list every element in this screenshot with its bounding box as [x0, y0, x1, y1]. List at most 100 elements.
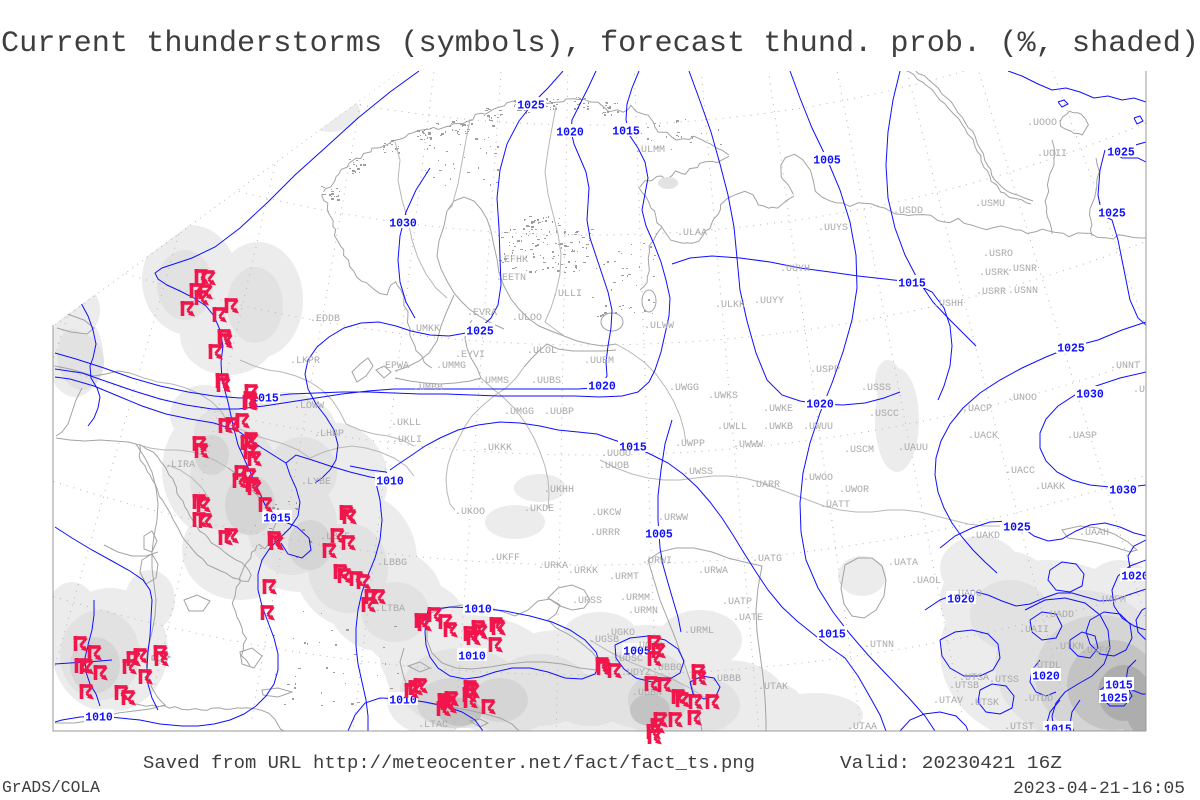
svg-text:.UKHH: .UKHH — [544, 485, 574, 496]
svg-text:.UWKB: .UWKB — [763, 422, 793, 433]
svg-text:.LBBG: .LBBG — [377, 558, 407, 569]
svg-text:1025: 1025 — [1107, 147, 1135, 160]
svg-text:.UATG: .UATG — [752, 554, 782, 565]
svg-text:.UTDL: .UTDL — [1031, 661, 1061, 672]
svg-text:GrADS/COLA: GrADS/COLA — [2, 778, 100, 797]
svg-text:.UAOL: .UAOL — [911, 576, 941, 587]
svg-text:.UACC: .UACC — [1005, 466, 1035, 477]
svg-text:.UWUU: .UWUU — [803, 422, 833, 433]
svg-text:.UTSK: .UTSK — [969, 698, 999, 709]
svg-text:1025: 1025 — [1098, 208, 1126, 221]
svg-text:.UUYS: .UUYS — [818, 223, 848, 234]
svg-text:1010: 1010 — [389, 695, 417, 708]
svg-text:1020: 1020 — [806, 399, 834, 412]
svg-text:.LBSF: .LBSF — [320, 532, 350, 543]
svg-text:.URML: .URML — [684, 626, 714, 637]
svg-text:.ULKK: .ULKK — [715, 300, 745, 311]
svg-text:.URKA: .URKA — [538, 561, 568, 572]
svg-text:.USMU: .USMU — [975, 199, 1005, 210]
svg-text:.EETN: .EETN — [496, 273, 526, 284]
svg-text:.ULOL: .ULOL — [527, 346, 557, 357]
svg-text:.UTAV: .UTAV — [933, 696, 963, 707]
svg-text:.UUEM: .UUEM — [584, 356, 614, 367]
svg-text:.UASP: .UASP — [1067, 431, 1097, 442]
svg-text:.URMN: .URMN — [628, 606, 658, 617]
svg-text:1020: 1020 — [1121, 571, 1149, 584]
svg-text:.UGSB: .UGSB — [589, 635, 619, 646]
svg-text:.UWOR: .UWOR — [839, 485, 869, 496]
svg-text:.LYBE: .LYBE — [301, 477, 331, 488]
svg-text:.ULWW: .ULWW — [644, 321, 674, 332]
svg-text:.UMMS: .UMMS — [479, 376, 509, 387]
svg-text:.UAKK: .UAKK — [1035, 482, 1065, 493]
svg-text:.UUBS: .UUBS — [531, 376, 561, 387]
svg-text:.UTSS: .UTSS — [989, 675, 1019, 686]
svg-text:.UTSB: .UTSB — [949, 681, 979, 692]
svg-text:2023-04-21-16:05: 2023-04-21-16:05 — [1013, 779, 1185, 799]
svg-text:.UKFF: .UKFF — [490, 553, 520, 564]
svg-text:.USPP: .USPP — [810, 365, 840, 376]
svg-text:.ULMM: .ULMM — [635, 145, 665, 156]
svg-text:.UWWW: .UWWW — [733, 440, 763, 451]
svg-text:.UWGG: .UWGG — [669, 383, 699, 394]
svg-text:1005: 1005 — [645, 529, 673, 542]
svg-text:.UUOO: .UUOO — [601, 449, 631, 460]
svg-text:Saved from URL http://meteocen: Saved from URL http://meteocenter.net/fa… — [143, 753, 755, 774]
svg-text:1010: 1010 — [85, 712, 113, 725]
svg-text:.UUYY: .UUYY — [754, 296, 784, 307]
svg-text:.UKCW: .UKCW — [591, 508, 621, 519]
svg-text:.UKKK: .UKKK — [482, 443, 512, 454]
svg-text:.UMBB: .UMBB — [413, 383, 443, 394]
svg-text:1025: 1025 — [466, 326, 494, 339]
svg-text:.UTAA: .UTAA — [847, 722, 877, 733]
svg-text:.UWOO: .UWOO — [803, 473, 833, 484]
svg-text:.EPWA: .EPWA — [379, 361, 409, 372]
svg-text:.LIRA: .LIRA — [165, 460, 195, 471]
svg-text:1025: 1025 — [1057, 343, 1085, 356]
svg-text:1015: 1015 — [818, 629, 846, 642]
svg-text:.UWKS: .UWKS — [708, 391, 738, 402]
svg-text:1015: 1015 — [263, 513, 291, 526]
svg-text:Current thunderstorms (symbols: Current thunderstorms (symbols), forecas… — [1, 26, 1199, 60]
svg-text:.EVRA: .EVRA — [467, 308, 497, 319]
svg-text:.LTBA: .LTBA — [375, 604, 405, 615]
svg-text:.USNR: .USNR — [1007, 264, 1037, 275]
svg-text:.UACK: .UACK — [968, 431, 998, 442]
svg-text:.USRK: .USRK — [979, 268, 1009, 279]
svg-text:1025: 1025 — [517, 100, 545, 113]
svg-text:.URKK: .URKK — [568, 566, 598, 577]
svg-text:.URWW: .URWW — [658, 513, 688, 524]
svg-text:.LKPR: .LKPR — [290, 356, 320, 367]
svg-text:.UTNN: .UTNN — [864, 640, 894, 651]
svg-text:1010: 1010 — [464, 604, 492, 617]
svg-text:1015: 1015 — [898, 278, 926, 291]
svg-text:1015: 1015 — [1105, 680, 1133, 693]
svg-text:.UAOO: .UAOO — [952, 589, 982, 600]
svg-text:1030: 1030 — [1076, 389, 1104, 402]
svg-text:.UDYZ: .UDYZ — [621, 668, 651, 679]
svg-text:1015: 1015 — [251, 393, 279, 406]
svg-text:.UKOO: .UKOO — [455, 507, 485, 518]
svg-text:.UAKD: .UAKD — [970, 531, 1000, 542]
svg-text:.UKLL: .UKLL — [391, 418, 421, 429]
svg-text:1020: 1020 — [556, 127, 584, 140]
svg-text:.URRR: .URRR — [590, 528, 620, 539]
svg-text:1020: 1020 — [1032, 671, 1060, 684]
svg-text:.URMT: .URMT — [609, 572, 639, 583]
svg-text:.LOWW: .LOWW — [294, 401, 324, 412]
svg-text:.ULOO: .ULOO — [512, 313, 542, 324]
svg-text:1005: 1005 — [623, 646, 651, 659]
svg-text:Valid: 20230421 16Z: Valid: 20230421 16Z — [840, 753, 1062, 774]
svg-text:.UNOO: .UNOO — [1007, 393, 1037, 404]
svg-text:.USHH: .USHH — [933, 299, 963, 310]
svg-text:.UWLL: .UWLL — [717, 422, 747, 433]
svg-text:1015: 1015 — [1044, 724, 1072, 737]
svg-text:.USDD: .USDD — [893, 206, 923, 217]
svg-text:.UMKK: .UMKK — [410, 324, 440, 335]
svg-text:.UKLI: .UKLI — [392, 435, 422, 446]
svg-text:.UMMG: .UMMG — [436, 361, 466, 372]
svg-text:.UWPP: .UWPP — [675, 439, 705, 450]
svg-text:.LHBP: .LHBP — [314, 429, 344, 440]
svg-text:1030: 1030 — [1109, 485, 1137, 498]
svg-text:.UADD: .UADD — [1044, 610, 1074, 621]
